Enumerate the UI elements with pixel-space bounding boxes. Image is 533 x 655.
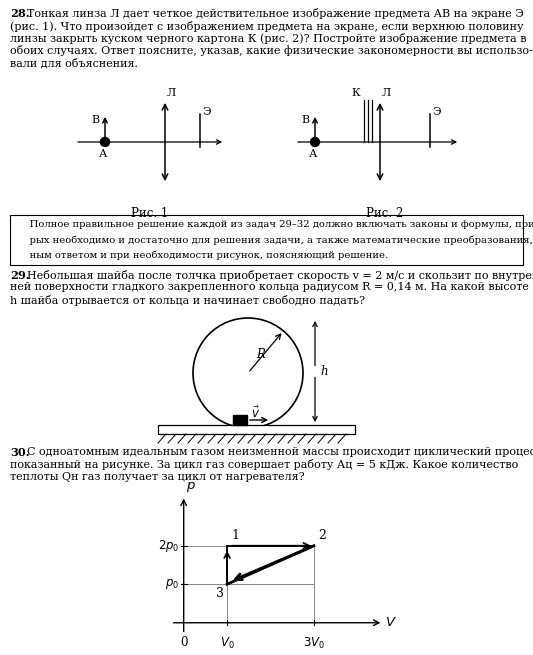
Text: ней поверхности гладкого закрепленного кольца радиусом R = 0,14 м. На какой высо: ней поверхности гладкого закрепленного к… bbox=[10, 282, 529, 293]
Text: ным ответом и при необходимости рисунок, поясняющий решение.: ным ответом и при необходимости рисунок,… bbox=[14, 251, 388, 261]
Text: h шайба отрывается от кольца и начинает свободно падать?: h шайба отрывается от кольца и начинает … bbox=[10, 295, 365, 306]
Text: $2p_0$: $2p_0$ bbox=[158, 538, 180, 553]
Text: $3V_0$: $3V_0$ bbox=[303, 636, 325, 651]
Text: обоих случаях. Ответ поясните, указав, какие физические закономерности вы исполь: обоих случаях. Ответ поясните, указав, к… bbox=[10, 45, 533, 56]
Bar bbox=[158, 425, 355, 434]
Text: Рис. 1: Рис. 1 bbox=[131, 207, 168, 220]
Circle shape bbox=[101, 138, 109, 147]
Text: (рис. 1). Что произойдет с изображением предмета на экране, если верхнюю половин: (рис. 1). Что произойдет с изображением … bbox=[10, 20, 523, 31]
Text: 29.: 29. bbox=[10, 270, 30, 281]
Bar bbox=[233, 415, 247, 425]
Text: линзы закрыть куском черного картона К (рис. 2)? Постройте изображение предмета : линзы закрыть куском черного картона К (… bbox=[10, 33, 527, 44]
Text: К: К bbox=[351, 88, 360, 98]
Text: Тонкая линза Л дает четкое действительное изображение предмета АВ на экране Э: Тонкая линза Л дает четкое действительно… bbox=[27, 8, 524, 19]
Text: 3: 3 bbox=[216, 588, 224, 601]
Text: А: А bbox=[309, 149, 317, 159]
Text: 30.: 30. bbox=[10, 447, 30, 458]
Text: Полное правильное решение каждой из задач 29–32 должно включать законы и формулы: Полное правильное решение каждой из зада… bbox=[14, 220, 533, 229]
Text: $V$: $V$ bbox=[385, 616, 397, 629]
Text: 2: 2 bbox=[318, 529, 326, 542]
Text: 0: 0 bbox=[180, 636, 188, 649]
Text: В: В bbox=[302, 115, 310, 125]
Text: теплоты Qн газ получает за цикл от нагревателя?: теплоты Qн газ получает за цикл от нагре… bbox=[10, 472, 305, 482]
Text: R: R bbox=[256, 348, 265, 362]
Text: показанный на рисунке. За цикл газ совершает работу Ац = 5 кДж. Какое количество: показанный на рисунке. За цикл газ совер… bbox=[10, 460, 518, 470]
Text: $p$: $p$ bbox=[186, 479, 196, 494]
Text: Л: Л bbox=[382, 88, 391, 98]
Text: В: В bbox=[92, 115, 100, 125]
Text: Небольшая шайба после толчка приобретает скорость v = 2 м/с и скользит по внутре: Небольшая шайба после толчка приобретает… bbox=[27, 270, 533, 281]
Text: А: А bbox=[99, 149, 107, 159]
Text: 1: 1 bbox=[231, 529, 239, 542]
Bar bbox=[10, 215, 523, 265]
Text: Э: Э bbox=[432, 107, 440, 117]
Text: Л: Л bbox=[167, 88, 176, 98]
Text: С одноатомным идеальным газом неизменной массы происходит циклический процесс,: С одноатомным идеальным газом неизменной… bbox=[27, 447, 533, 457]
Text: вали для объяснения.: вали для объяснения. bbox=[10, 58, 138, 69]
Text: 28.: 28. bbox=[10, 8, 30, 19]
Text: $V_0$: $V_0$ bbox=[220, 636, 235, 651]
Circle shape bbox=[311, 138, 319, 147]
Text: $\vec{v}$: $\vec{v}$ bbox=[251, 406, 260, 421]
Text: h: h bbox=[320, 365, 328, 378]
Text: Э: Э bbox=[202, 107, 211, 117]
Text: Рис. 2: Рис. 2 bbox=[366, 207, 403, 220]
Text: $p_0$: $p_0$ bbox=[165, 577, 180, 591]
Text: рых необходимо и достаточно для решения задачи, а также математические преобразо: рых необходимо и достаточно для решения … bbox=[14, 236, 533, 245]
